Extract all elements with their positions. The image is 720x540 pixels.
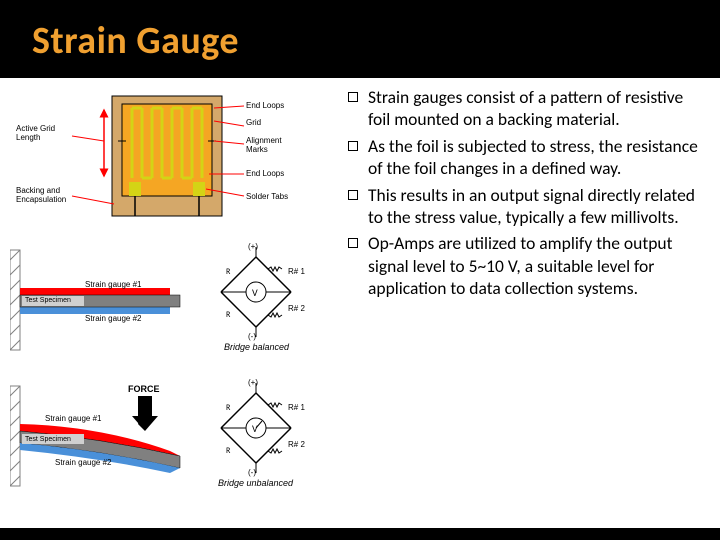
label-r1-balanced: R# 1 — [288, 267, 305, 276]
figures-column: Active Grid Length Backing and Encapsula… — [0, 78, 340, 528]
bullet-icon — [348, 141, 358, 151]
svg-text:R: R — [226, 446, 231, 456]
bullet-text: As the foil is subjected to stress, the … — [368, 135, 700, 180]
label-strain2-unbalanced: Strain gauge #2 — [55, 458, 112, 467]
label-r2-balanced: R# 2 — [288, 304, 305, 313]
label-inner-end-loops: End Loops — [246, 169, 284, 178]
caption-balanced: Bridge balanced — [224, 342, 289, 352]
text-column: Strain gauges consist of a pattern of re… — [340, 78, 720, 528]
label-force: FORCE — [128, 384, 160, 394]
svg-text:R: R — [226, 267, 231, 277]
slide-title: Strain Gauge — [0, 0, 720, 78]
svg-text:R: R — [226, 310, 231, 320]
svg-text:V: V — [252, 286, 258, 299]
bullet-text: This results in an output signal directl… — [368, 184, 700, 229]
bullet-icon — [348, 92, 358, 102]
label-strain1-balanced: Strain gauge #1 — [85, 280, 142, 289]
label-r1-unbalanced: R# 1 — [288, 403, 305, 412]
label-active-grid: Active Grid Length — [16, 124, 74, 142]
figure-unbalanced-bridge: Strain gauge #1 Test Specimen Strain gau… — [10, 373, 334, 503]
label-strain1-unbalanced: Strain gauge #1 — [45, 414, 102, 423]
list-item: Op-Amps are utilized to amplify the outp… — [348, 232, 700, 299]
bullet-text: Strain gauges consist of a pattern of re… — [368, 86, 700, 131]
label-solder: Solder Tabs — [246, 192, 288, 201]
bullet-icon — [348, 190, 358, 200]
specimen-unbalanced: Strain gauge #1 Test Specimen Strain gau… — [10, 376, 190, 501]
specimen-balanced: Strain gauge #1 Test Specimen Strain gau… — [10, 240, 190, 365]
content-area: Active Grid Length Backing and Encapsula… — [0, 78, 720, 528]
label-grid: Grid — [246, 118, 296, 127]
label-strain2-balanced: Strain gauge #2 — [85, 314, 142, 323]
svg-text:V: V — [252, 422, 258, 435]
label-test-specimen-balanced: Test Specimen — [25, 297, 71, 304]
bullet-list: Strain gauges consist of a pattern of re… — [348, 86, 700, 300]
bridge-unbalanced: R R V (+) (-) R# 1 R# 2 Bridge unbalance… — [196, 378, 316, 498]
figure-strain-gauge-pattern: Active Grid Length Backing and Encapsula… — [14, 86, 334, 231]
bullet-icon — [348, 238, 358, 248]
label-alignment: Alignment Marks — [246, 136, 301, 154]
list-item: As the foil is subjected to stress, the … — [348, 135, 700, 180]
figure-balanced-bridge: Strain gauge #1 Test Specimen Strain gau… — [10, 237, 334, 367]
bullet-text: Op-Amps are utilized to amplify the outp… — [368, 232, 700, 299]
label-end-loops: End Loops — [246, 101, 284, 110]
label-plus-unbalanced: (+) — [248, 378, 258, 387]
label-minus-unbalanced: (-) — [248, 468, 256, 477]
bridge-balanced: R R V (+) (-) R# 1 R# 2 Bridge balanced — [196, 242, 316, 362]
label-backing: Backing and Encapsulation — [16, 186, 76, 204]
label-plus-balanced: (+) — [248, 242, 258, 251]
label-test-specimen-unbalanced: Test Specimen — [25, 436, 71, 443]
list-item: This results in an output signal directl… — [348, 184, 700, 229]
label-minus-balanced: (-) — [248, 332, 256, 341]
svg-text:R: R — [226, 403, 231, 413]
label-r2-unbalanced: R# 2 — [288, 440, 305, 449]
list-item: Strain gauges consist of a pattern of re… — [348, 86, 700, 131]
caption-unbalanced: Bridge unbalanced — [218, 478, 293, 488]
